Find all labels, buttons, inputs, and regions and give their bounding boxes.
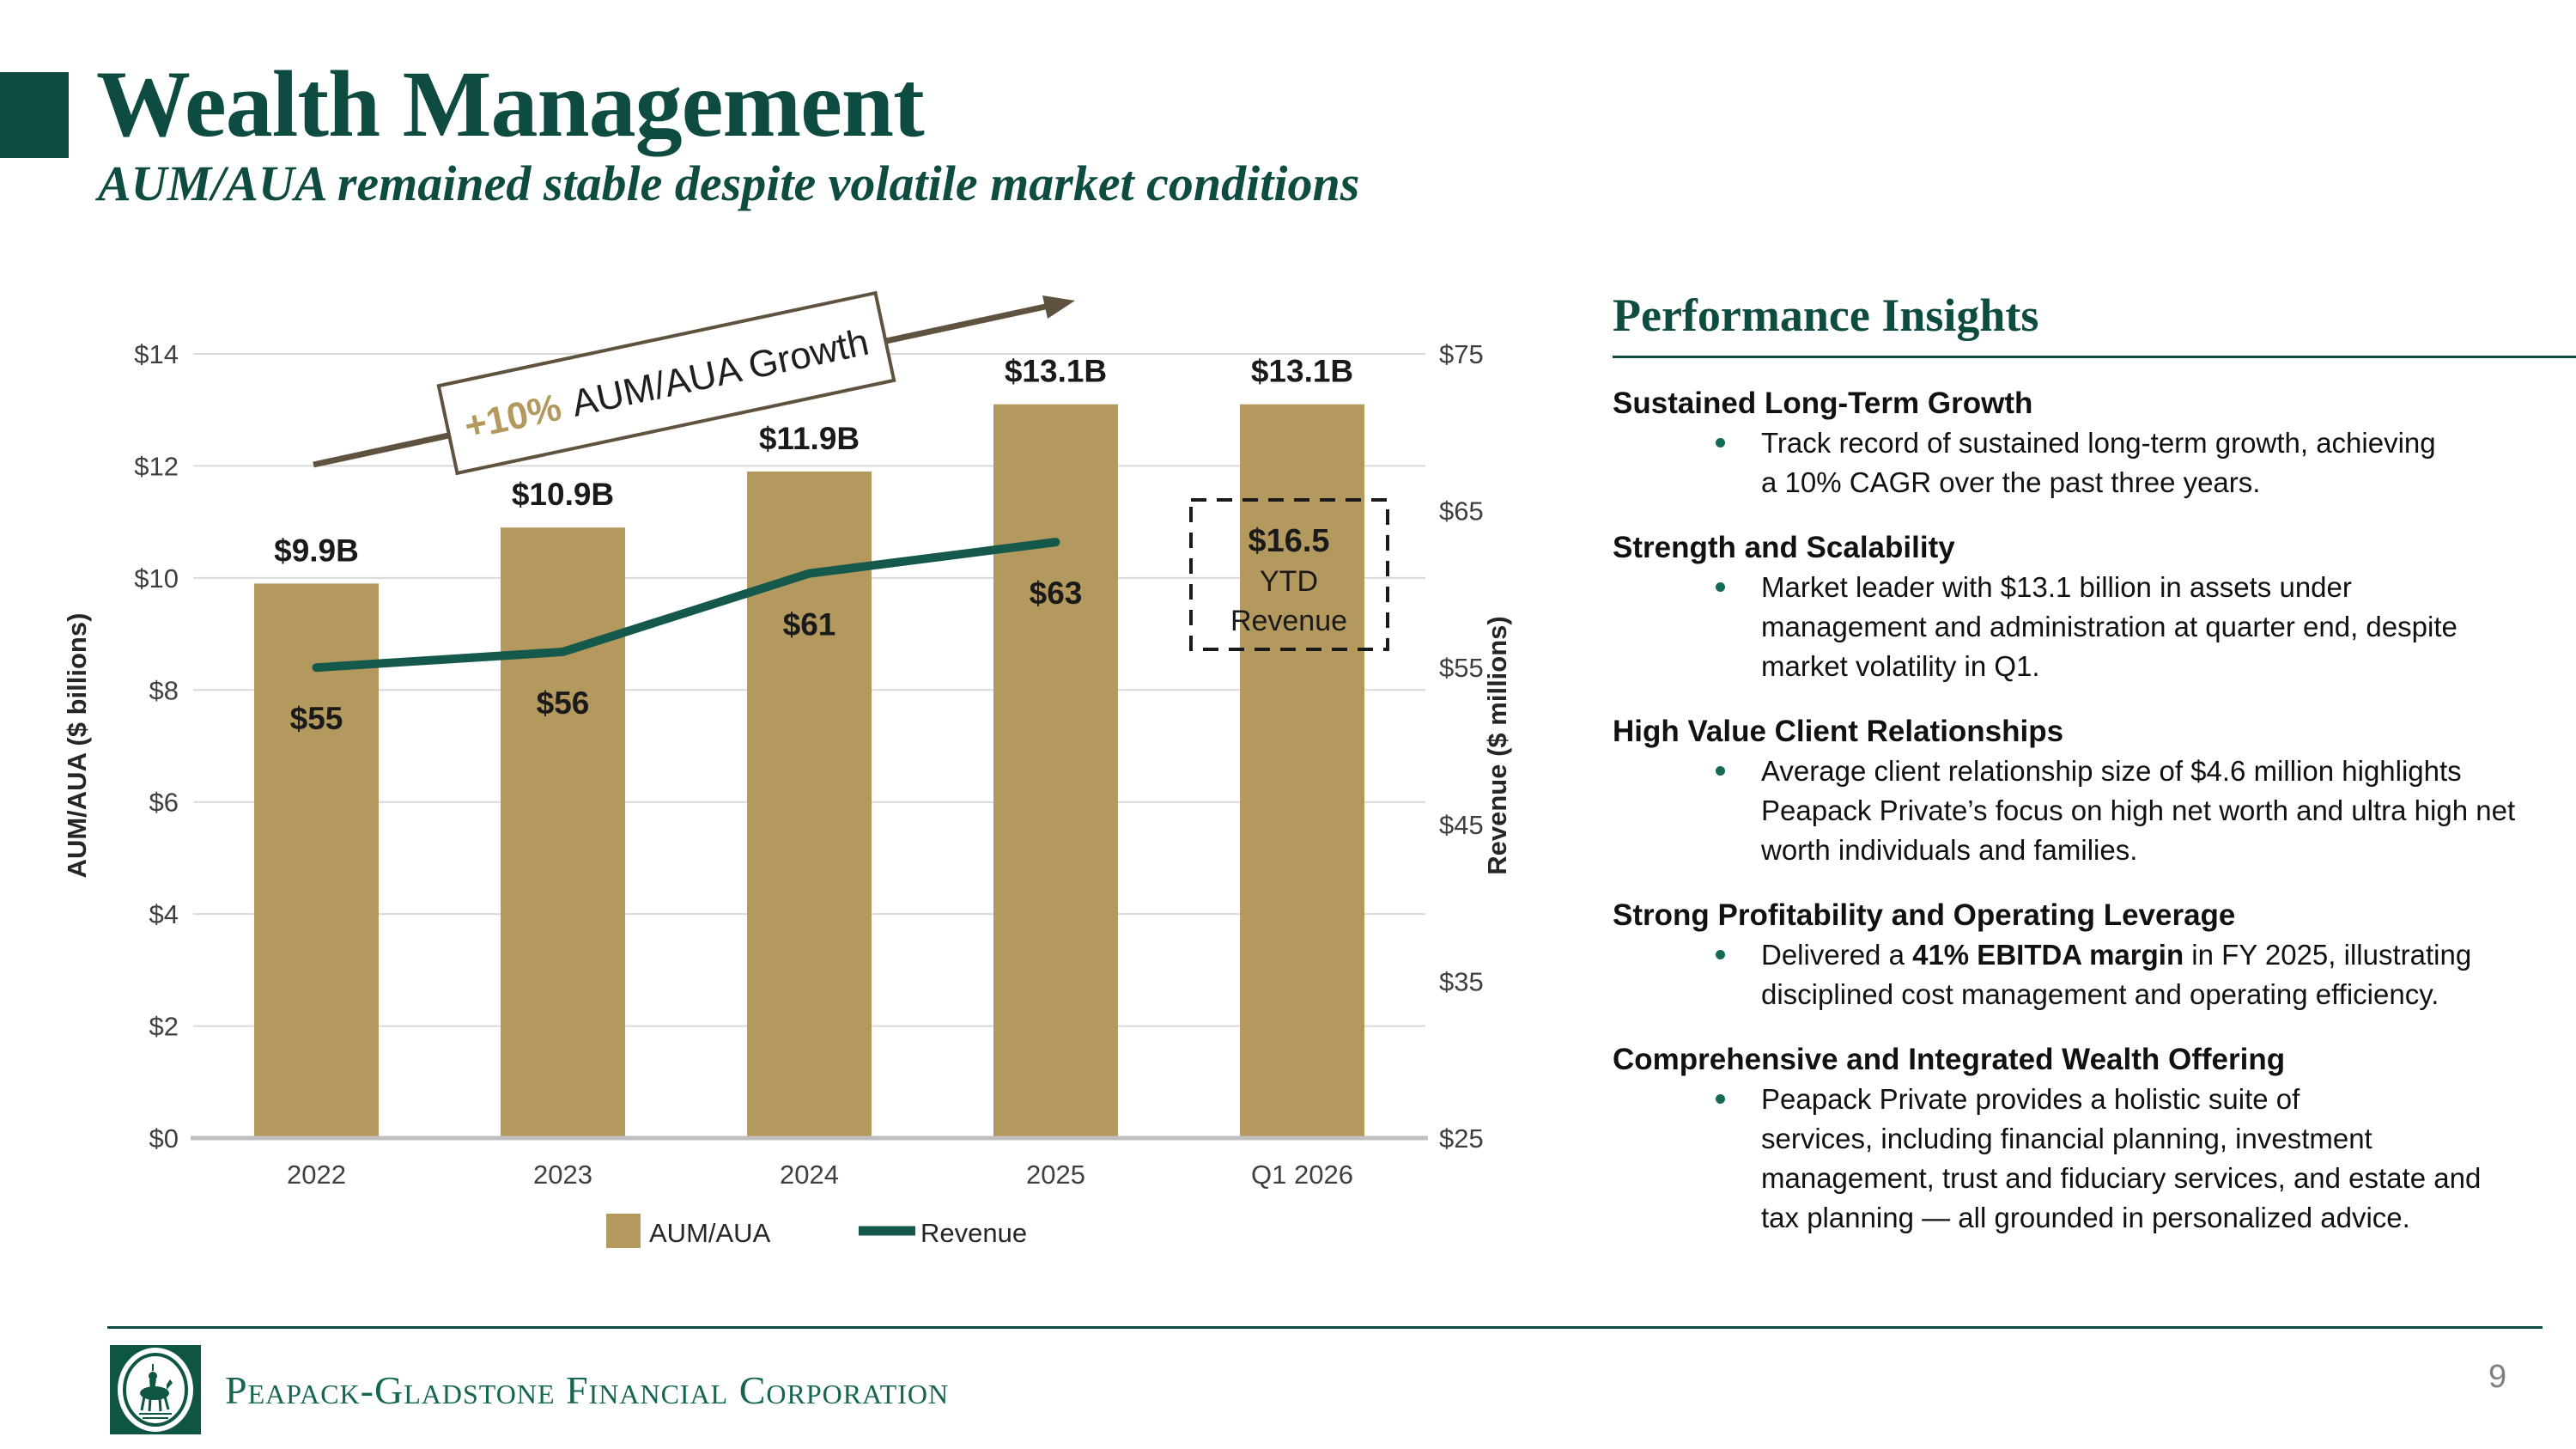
growth-annotation-frame bbox=[436, 290, 896, 476]
insight-bullet-line: Track record of sustained long-term grow… bbox=[1761, 427, 2436, 459]
revenue-point-label: $63 bbox=[1030, 575, 1083, 611]
insight-bullet-line: services, including financial planning, … bbox=[1761, 1123, 2372, 1154]
left-axis-tick-label: $6 bbox=[149, 788, 179, 818]
insight-section-title: Strong Profitability and Operating Lever… bbox=[1613, 898, 2236, 932]
left-axis-tick-label: $2 bbox=[149, 1012, 179, 1042]
growth-arrow-head-icon bbox=[1042, 295, 1075, 319]
insight-section: Comprehensive and Integrated Wealth Offe… bbox=[1613, 1040, 2576, 1238]
bar-value-label: $13.1B bbox=[1005, 354, 1107, 389]
insight-section: High Value Client Relationships Average c… bbox=[1613, 712, 2576, 870]
insight-bullet: Average client relationship size of $4.6… bbox=[1613, 752, 2576, 870]
footer-company-name: Peapack-Gladstone Financial Corporation bbox=[225, 1368, 950, 1412]
aum-bar bbox=[1240, 404, 1364, 1138]
bar-value-label: $11.9B bbox=[759, 421, 860, 456]
bullet-icon bbox=[1716, 1094, 1725, 1104]
right-axis-title: Revenue ($ millions) bbox=[1482, 616, 1512, 874]
insight-bullet: Market leader with $13.1 billion in asse… bbox=[1613, 568, 2576, 686]
insight-bullet-line: disciplined cost management and operatin… bbox=[1761, 978, 2439, 1010]
insight-text-segment: in FY 2025, illustrating bbox=[2184, 939, 2472, 971]
left-axis-title: AUM/AUA ($ billions) bbox=[62, 613, 92, 879]
insight-text-segment: 41% EBITDA margin bbox=[1912, 939, 2184, 971]
ytd-revenue-caption-1: YTD bbox=[1260, 565, 1318, 598]
page-subtitle: AUM/AUA remained stable despite volatile… bbox=[98, 155, 1360, 211]
insight-bullet-line: Delivered a 41% EBITDA margin in FY 2025… bbox=[1761, 935, 2471, 975]
insight-bullet-lines: Delivered a 41% EBITDA margin in FY 2025… bbox=[1761, 935, 2471, 1014]
aum-revenue-chart-svg: +10%AUM/AUA Growth$9.9B$10.9B$11.9B$13.1… bbox=[62, 290, 1512, 1248]
insight-section-title: Strength and Scalability bbox=[1613, 531, 1955, 564]
legend-label-aum: AUM/AUA bbox=[649, 1218, 771, 1248]
right-axis-tick-label: $45 bbox=[1439, 810, 1484, 840]
revenue-point-label: $56 bbox=[537, 685, 590, 721]
insight-bullet-line: management, trust and fiduciary services… bbox=[1761, 1162, 2482, 1194]
revenue-line bbox=[312, 538, 1060, 673]
bar-value-label: $9.9B bbox=[274, 533, 359, 568]
insight-section: Strong Profitability and Operating Lever… bbox=[1613, 896, 2576, 1014]
insight-section-title: High Value Client Relationships bbox=[1613, 715, 2064, 748]
right-axis-tick-label: $55 bbox=[1439, 653, 1484, 683]
insight-bullet-line: market volatility in Q1. bbox=[1761, 650, 2040, 682]
bullet-icon bbox=[1716, 438, 1725, 447]
aum-revenue-chart: +10%AUM/AUA Growth $9.9B $10.9B $11.9B $13.1… bbox=[62, 290, 1512, 1248]
legend-swatch-aum-icon bbox=[606, 1214, 641, 1248]
insight-bullet-line: tax planning — all grounded in personali… bbox=[1761, 1202, 2410, 1233]
insight-bullet-line: Peapack Private’s focus on high net wort… bbox=[1761, 795, 2516, 826]
insights-sections: Sustained Long-Term Growth Track record o… bbox=[1613, 384, 2576, 1238]
left-axis-tick-label: $12 bbox=[134, 451, 179, 481]
ytd-revenue-callout-box bbox=[1189, 498, 1389, 651]
insight-text-segment: Delivered a bbox=[1761, 939, 1913, 971]
aum-bar bbox=[993, 404, 1118, 1138]
right-axis-tick-label: $65 bbox=[1439, 496, 1484, 527]
insight-bullet-lines: Average client relationship size of $4.6… bbox=[1761, 752, 2515, 870]
revenue-point-label: $55 bbox=[290, 701, 343, 736]
insight-bullet-line: Market leader with $13.1 billion in asse… bbox=[1761, 571, 2352, 603]
aum-bar bbox=[501, 527, 625, 1138]
insight-bullet-line: a 10% CAGR over the past three years. bbox=[1761, 466, 2261, 498]
right-axis-tick-label: $35 bbox=[1439, 966, 1484, 996]
category-label: 2025 bbox=[1026, 1160, 1085, 1190]
insight-section: Strength and Scalability Market leader wi… bbox=[1613, 528, 2576, 686]
insights-heading: Performance Insights bbox=[1613, 289, 2576, 358]
category-label: Q1 2026 bbox=[1251, 1160, 1353, 1190]
insight-bullet-lines: Peapack Private provides a holistic suit… bbox=[1761, 1080, 2481, 1238]
footer-divider bbox=[107, 1326, 2543, 1329]
insight-bullet-line: management and administration at quarter… bbox=[1761, 611, 2458, 642]
left-axis-tick-label: $0 bbox=[149, 1123, 179, 1154]
ytd-revenue-caption-2: Revenue bbox=[1230, 605, 1347, 637]
insight-section: Sustained Long-Term Growth Track record o… bbox=[1613, 384, 2576, 502]
bullet-icon bbox=[1716, 766, 1725, 776]
category-label: 2024 bbox=[780, 1160, 839, 1190]
legend-label-revenue: Revenue bbox=[920, 1218, 1027, 1248]
revenue-point-label: $61 bbox=[783, 607, 836, 642]
category-label: 2023 bbox=[533, 1160, 592, 1190]
bullet-icon bbox=[1716, 582, 1725, 592]
performance-insights-panel: Performance Insights Sustained Long-Term… bbox=[1613, 289, 2576, 1238]
right-axis-tick-label: $25 bbox=[1439, 1123, 1484, 1154]
insight-bullet-line: Peapack Private provides a holistic suit… bbox=[1761, 1083, 2300, 1115]
bar-value-label: $10.9B bbox=[512, 477, 614, 512]
company-logo-icon bbox=[110, 1345, 201, 1434]
insight-section-title: Comprehensive and Integrated Wealth Offe… bbox=[1613, 1043, 2286, 1076]
title-accent-square bbox=[0, 72, 69, 158]
left-axis-tick-label: $8 bbox=[149, 675, 179, 705]
bullet-icon bbox=[1716, 950, 1725, 959]
insight-bullet-lines: Market leader with $13.1 billion in asse… bbox=[1761, 568, 2458, 686]
bar-value-label: $13.1B bbox=[1251, 354, 1353, 389]
right-axis-tick-label: $75 bbox=[1439, 339, 1484, 369]
aum-bar bbox=[254, 583, 379, 1138]
left-axis-tick-label: $10 bbox=[134, 563, 179, 594]
ytd-revenue-value: $16.5 bbox=[1248, 523, 1329, 559]
insight-bullet: Track record of sustained long-term grow… bbox=[1613, 423, 2576, 502]
insight-section-title: Sustained Long-Term Growth bbox=[1613, 387, 2033, 420]
page-number: 9 bbox=[2488, 1359, 2507, 1395]
category-label: 2022 bbox=[287, 1160, 346, 1190]
insight-bullet: Delivered a 41% EBITDA margin in FY 2025… bbox=[1613, 935, 2576, 1014]
page-title: Wealth Management bbox=[96, 52, 925, 156]
insight-bullet-lines: Track record of sustained long-term grow… bbox=[1761, 423, 2436, 502]
insight-bullet: Peapack Private provides a holistic suit… bbox=[1613, 1080, 2576, 1238]
insight-bullet-line: worth individuals and families. bbox=[1761, 834, 2138, 866]
left-axis-tick-label: $4 bbox=[149, 899, 179, 929]
insight-bullet-line: Average client relationship size of $4.6… bbox=[1761, 755, 2462, 787]
left-axis-tick-label: $14 bbox=[134, 339, 179, 369]
